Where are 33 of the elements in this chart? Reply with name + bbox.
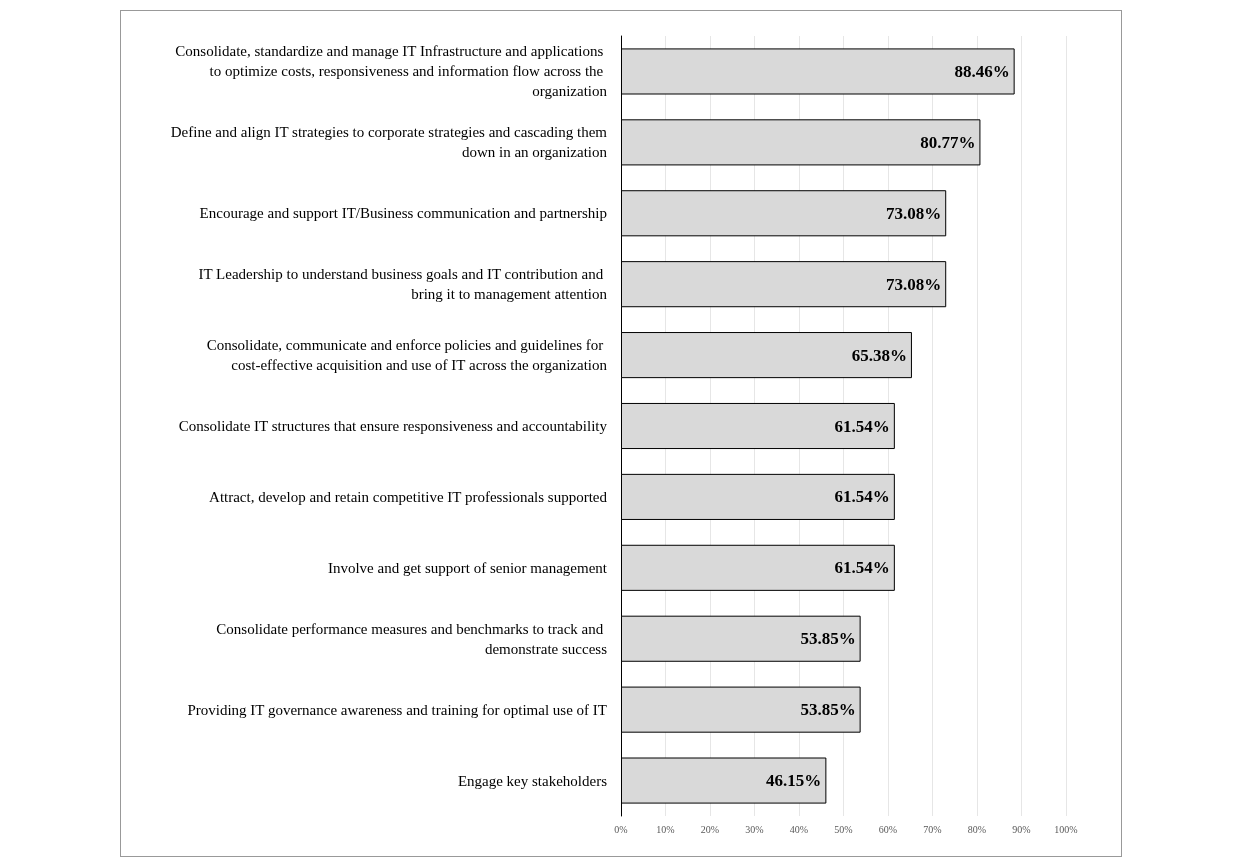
data-label: 80.77% bbox=[920, 132, 976, 152]
y-tick-label: Consolidate IT structures that ensure responsiveness and accountability bbox=[178, 418, 608, 434]
y-tick-label: Providing IT governance awareness and training for optimal use of IT bbox=[187, 701, 607, 718]
x-tick-label: 20% bbox=[700, 823, 720, 835]
data-label: 73.08% bbox=[885, 274, 942, 294]
data-label: 61.54% bbox=[834, 487, 890, 507]
y-tick-label: Engage key stakeholders bbox=[457, 772, 608, 789]
x-tick-label: 80% bbox=[967, 823, 987, 835]
data-label: 53.85% bbox=[800, 700, 856, 720]
y-tick-label: Consolidate, standardize and manage IT Infrastructure and applications to optimize costs, responsiveness and information flow across the organization bbox=[175, 43, 608, 100]
x-tick-label: 50% bbox=[834, 823, 853, 835]
x-tick-label: 10% bbox=[656, 823, 675, 835]
x-tick-label: 0% bbox=[614, 823, 628, 835]
y-tick-label: Consolidate performance measures and benchmarks to track and demonstrate success bbox=[216, 620, 608, 657]
data-label: 73.08% bbox=[885, 203, 942, 223]
y-tick-label: Attract, develop and retain competitive IT professionals supported bbox=[209, 488, 608, 505]
y-tick-label: Encourage and support IT/Business communication and partnership bbox=[199, 205, 607, 222]
data-label: 65.38% bbox=[851, 345, 907, 365]
y-tick-label: Involve and get support of senior management bbox=[327, 559, 608, 576]
data-label: 61.54% bbox=[834, 416, 890, 436]
y-tick-label: Define and align IT strategies to corporate strategies and cascading them down in an organization bbox=[170, 124, 608, 161]
data-label: 46.15% bbox=[766, 771, 822, 791]
x-tick-label: 70% bbox=[923, 823, 942, 835]
x-tick-label: 30% bbox=[745, 823, 764, 835]
x-tick-label: 100% bbox=[1054, 823, 1078, 835]
y-tick-label: IT Leadership to understand business goals and IT contribution and bring it to management attention bbox=[198, 266, 608, 303]
data-label: 53.85% bbox=[800, 629, 856, 649]
data-label: 88.46% bbox=[954, 61, 1010, 81]
x-tick-label: 90% bbox=[1012, 823, 1031, 835]
data-label: 61.54% bbox=[834, 558, 890, 578]
y-tick-label: Consolidate, communicate and enforce policies and guidelines for cost-effective acquisition and use of IT across the organization bbox=[206, 337, 608, 374]
x-tick-label: 40% bbox=[789, 823, 809, 835]
x-tick-label: 60% bbox=[878, 823, 898, 835]
